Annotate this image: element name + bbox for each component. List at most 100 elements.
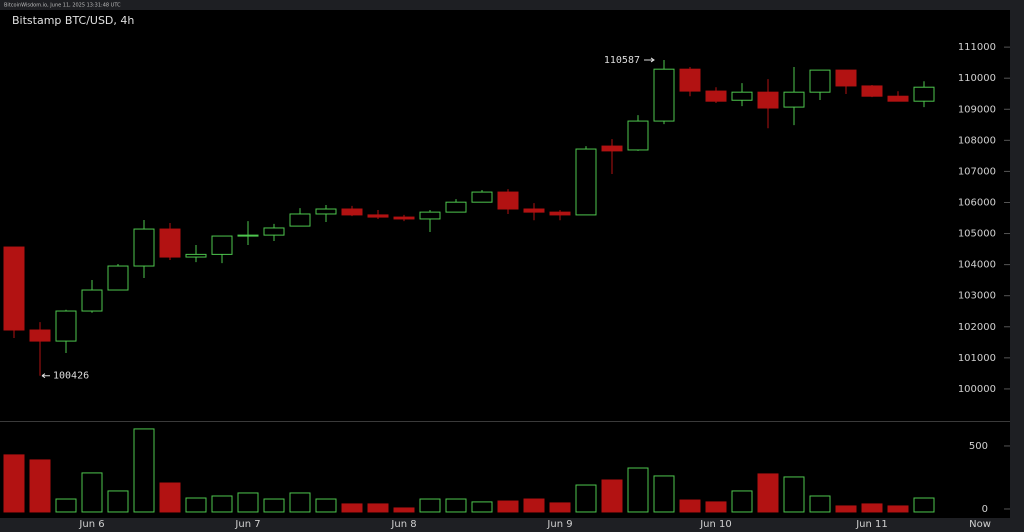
source-label: BitcoinWisdom.io, June 11, 2025 13:31:48… (4, 3, 121, 9)
volume-bar (107, 490, 129, 513)
x-tick-label: Jun 11 (855, 519, 888, 530)
volume-bar (497, 500, 519, 513)
candle-body (445, 201, 467, 213)
volume-bar (237, 492, 259, 513)
candle-body (913, 86, 935, 102)
volume-bar (185, 497, 207, 513)
candle-body (315, 208, 337, 215)
volume-bar (731, 490, 753, 513)
y-tick-label: 110000 (958, 73, 996, 84)
candle-body (523, 208, 545, 213)
volume-bar (627, 467, 649, 513)
y-tick-label: 103000 (958, 291, 996, 302)
candle-body (497, 191, 519, 210)
volume-bar (471, 501, 493, 513)
volume-bar (159, 482, 181, 513)
low-arrow (41, 373, 50, 379)
y-tick-label: 105000 (958, 229, 996, 240)
candle-body (887, 95, 909, 102)
volume-bar (783, 476, 805, 513)
volume-bar (263, 498, 285, 513)
candle-body (133, 228, 155, 267)
candle-body (367, 214, 389, 218)
volume-bar (679, 499, 701, 513)
candle-body (601, 145, 623, 152)
y-tick-label: 107000 (958, 166, 996, 177)
volume-tick-label: 500 (969, 441, 988, 452)
x-tick-label: Jun 7 (234, 519, 260, 530)
candle-body (29, 329, 51, 342)
candle-body (835, 69, 857, 87)
candle-body (3, 246, 25, 331)
y-tick-label: 111000 (958, 42, 996, 53)
y-tick-label: 109000 (958, 104, 996, 115)
candle-body (783, 91, 805, 108)
volume-bar (757, 473, 779, 513)
candle-body (211, 235, 233, 255)
high-arrow (644, 57, 655, 63)
candle-body (731, 91, 753, 101)
y-tick-label: 106000 (958, 197, 996, 208)
volume-bar (913, 497, 935, 513)
candle-body (809, 69, 831, 93)
low-annotation: 100426 (53, 371, 89, 382)
x-tick-label: Jun 8 (390, 519, 416, 530)
volume-bar (393, 507, 415, 513)
volume-bar (549, 502, 571, 513)
candle-body (81, 289, 103, 312)
x-tick-label: Jun 9 (546, 519, 572, 530)
candle-body (679, 68, 701, 92)
candle-body (627, 120, 649, 151)
volume-bar (315, 498, 337, 513)
y-tick-label: 102000 (958, 322, 996, 333)
volume-bar (211, 495, 233, 513)
volume-bar (835, 505, 857, 513)
volume-bar (653, 475, 675, 513)
y-tick-label: 108000 (958, 135, 996, 146)
candle-body (107, 265, 129, 291)
candle-body (263, 227, 285, 236)
x-tick-label: Jun 10 (699, 519, 732, 530)
candle-body (549, 211, 571, 216)
volume-tick-label: 0 (982, 504, 988, 515)
volume-bar (601, 479, 623, 513)
candle-body (861, 85, 883, 97)
candle-body (471, 191, 493, 203)
candle-body (757, 91, 779, 109)
candle-body (419, 211, 441, 220)
volume-bar (55, 498, 77, 513)
volume-bar (523, 498, 545, 513)
volume-bar (887, 505, 909, 513)
candle-body (289, 213, 311, 227)
y-tick-label: 100000 (958, 384, 996, 395)
candle-body (159, 228, 181, 258)
candle-body (653, 68, 675, 122)
volume-bar (29, 459, 51, 513)
volume-bar (341, 503, 363, 513)
volume-bar (809, 495, 831, 513)
volume-bar (3, 454, 25, 513)
candle-body (575, 148, 597, 216)
candle-body (705, 90, 727, 102)
candle-body (55, 310, 77, 342)
candle-body (341, 208, 363, 216)
volume-bar (81, 472, 103, 513)
volume-bar (445, 498, 467, 513)
candle-body (237, 234, 259, 237)
volume-bar (133, 428, 155, 513)
volume-bar (367, 503, 389, 513)
plot-background (0, 10, 1010, 518)
now-label: Now (969, 519, 991, 530)
volume-bar (289, 492, 311, 513)
volume-bar (861, 503, 883, 513)
x-tick-label: Jun 6 (78, 519, 104, 530)
y-tick-label: 104000 (958, 260, 996, 271)
y-tick-label: 101000 (958, 353, 996, 364)
volume-bar (705, 501, 727, 513)
volume-bar (575, 484, 597, 513)
candle-body (393, 216, 415, 220)
candle-body (185, 253, 207, 258)
volume-bar (419, 498, 441, 513)
